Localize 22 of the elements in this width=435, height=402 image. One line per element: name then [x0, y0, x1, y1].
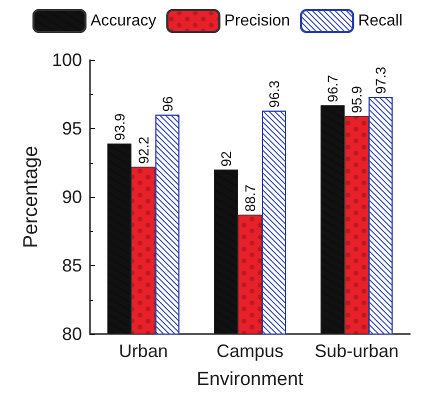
- data-label: 97.3: [372, 66, 389, 94]
- x-tick-label: Campus: [216, 341, 284, 361]
- data-label: 96.7: [324, 74, 341, 102]
- y-tick-label: 85: [62, 256, 82, 276]
- y-tick-label: 95: [62, 118, 82, 138]
- data-label: 96.3: [266, 80, 282, 108]
- data-label: 95.9: [348, 86, 365, 114]
- x-axis-title: Environment: [196, 369, 304, 390]
- data-label: 88.7: [242, 184, 258, 212]
- y-tick-label: 80: [62, 324, 82, 344]
- data-label: 92.2: [135, 136, 152, 164]
- data-label: 96: [159, 96, 176, 112]
- y-tick-label: 90: [62, 187, 82, 207]
- data-label: 93.9: [111, 113, 128, 141]
- legend-label: Accuracy: [90, 12, 156, 30]
- legend-label: Recall: [358, 12, 403, 30]
- x-tick-label: Sub-urban: [314, 341, 399, 361]
- y-tick-label: 100: [52, 50, 82, 70]
- x-tick-label: Urban: [118, 341, 168, 361]
- legend-label: Precision: [224, 12, 290, 30]
- y-axis-title: Percentage: [20, 146, 42, 248]
- data-label: 92: [218, 150, 234, 167]
